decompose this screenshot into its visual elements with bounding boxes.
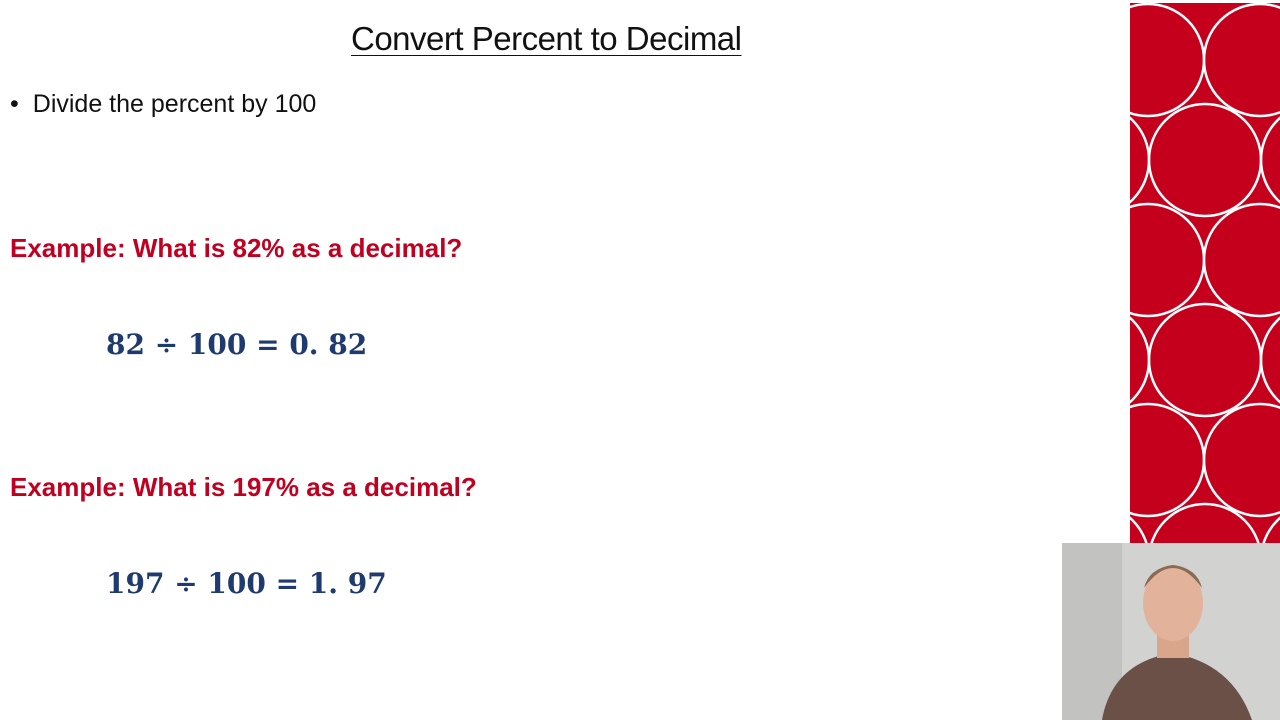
- pattern-circle: [1259, 316, 1280, 404]
- pattern-circle: [1259, 116, 1280, 204]
- bullet-text: Divide the percent by 100: [32, 90, 317, 118]
- bullet-item: • Divide the percent by 100: [10, 90, 316, 119]
- presenter-webcam: [1062, 543, 1280, 720]
- example-equation-2: 197 ÷ 100 = 1. 97: [106, 567, 387, 600]
- presenter-face: [1143, 565, 1203, 641]
- decorative-circle-pattern: [1130, 3, 1280, 543]
- example-question-1: Example: What is 82% as a decimal?: [10, 233, 463, 263]
- example-equation-1: 82 ÷ 100 = 0. 82: [106, 328, 368, 361]
- pattern-circle: [1202, 202, 1280, 318]
- pattern-circle: [1150, 502, 1260, 543]
- pattern-circle: [1202, 402, 1280, 518]
- presenter-shirt: [1102, 653, 1252, 720]
- bullet-dot: •: [10, 90, 19, 118]
- pattern-circle: [1202, 3, 1280, 118]
- slide-title: Convert Percent to Decimal: [351, 20, 742, 57]
- example-question-2: Example: What is 197% as a decimal?: [10, 472, 477, 502]
